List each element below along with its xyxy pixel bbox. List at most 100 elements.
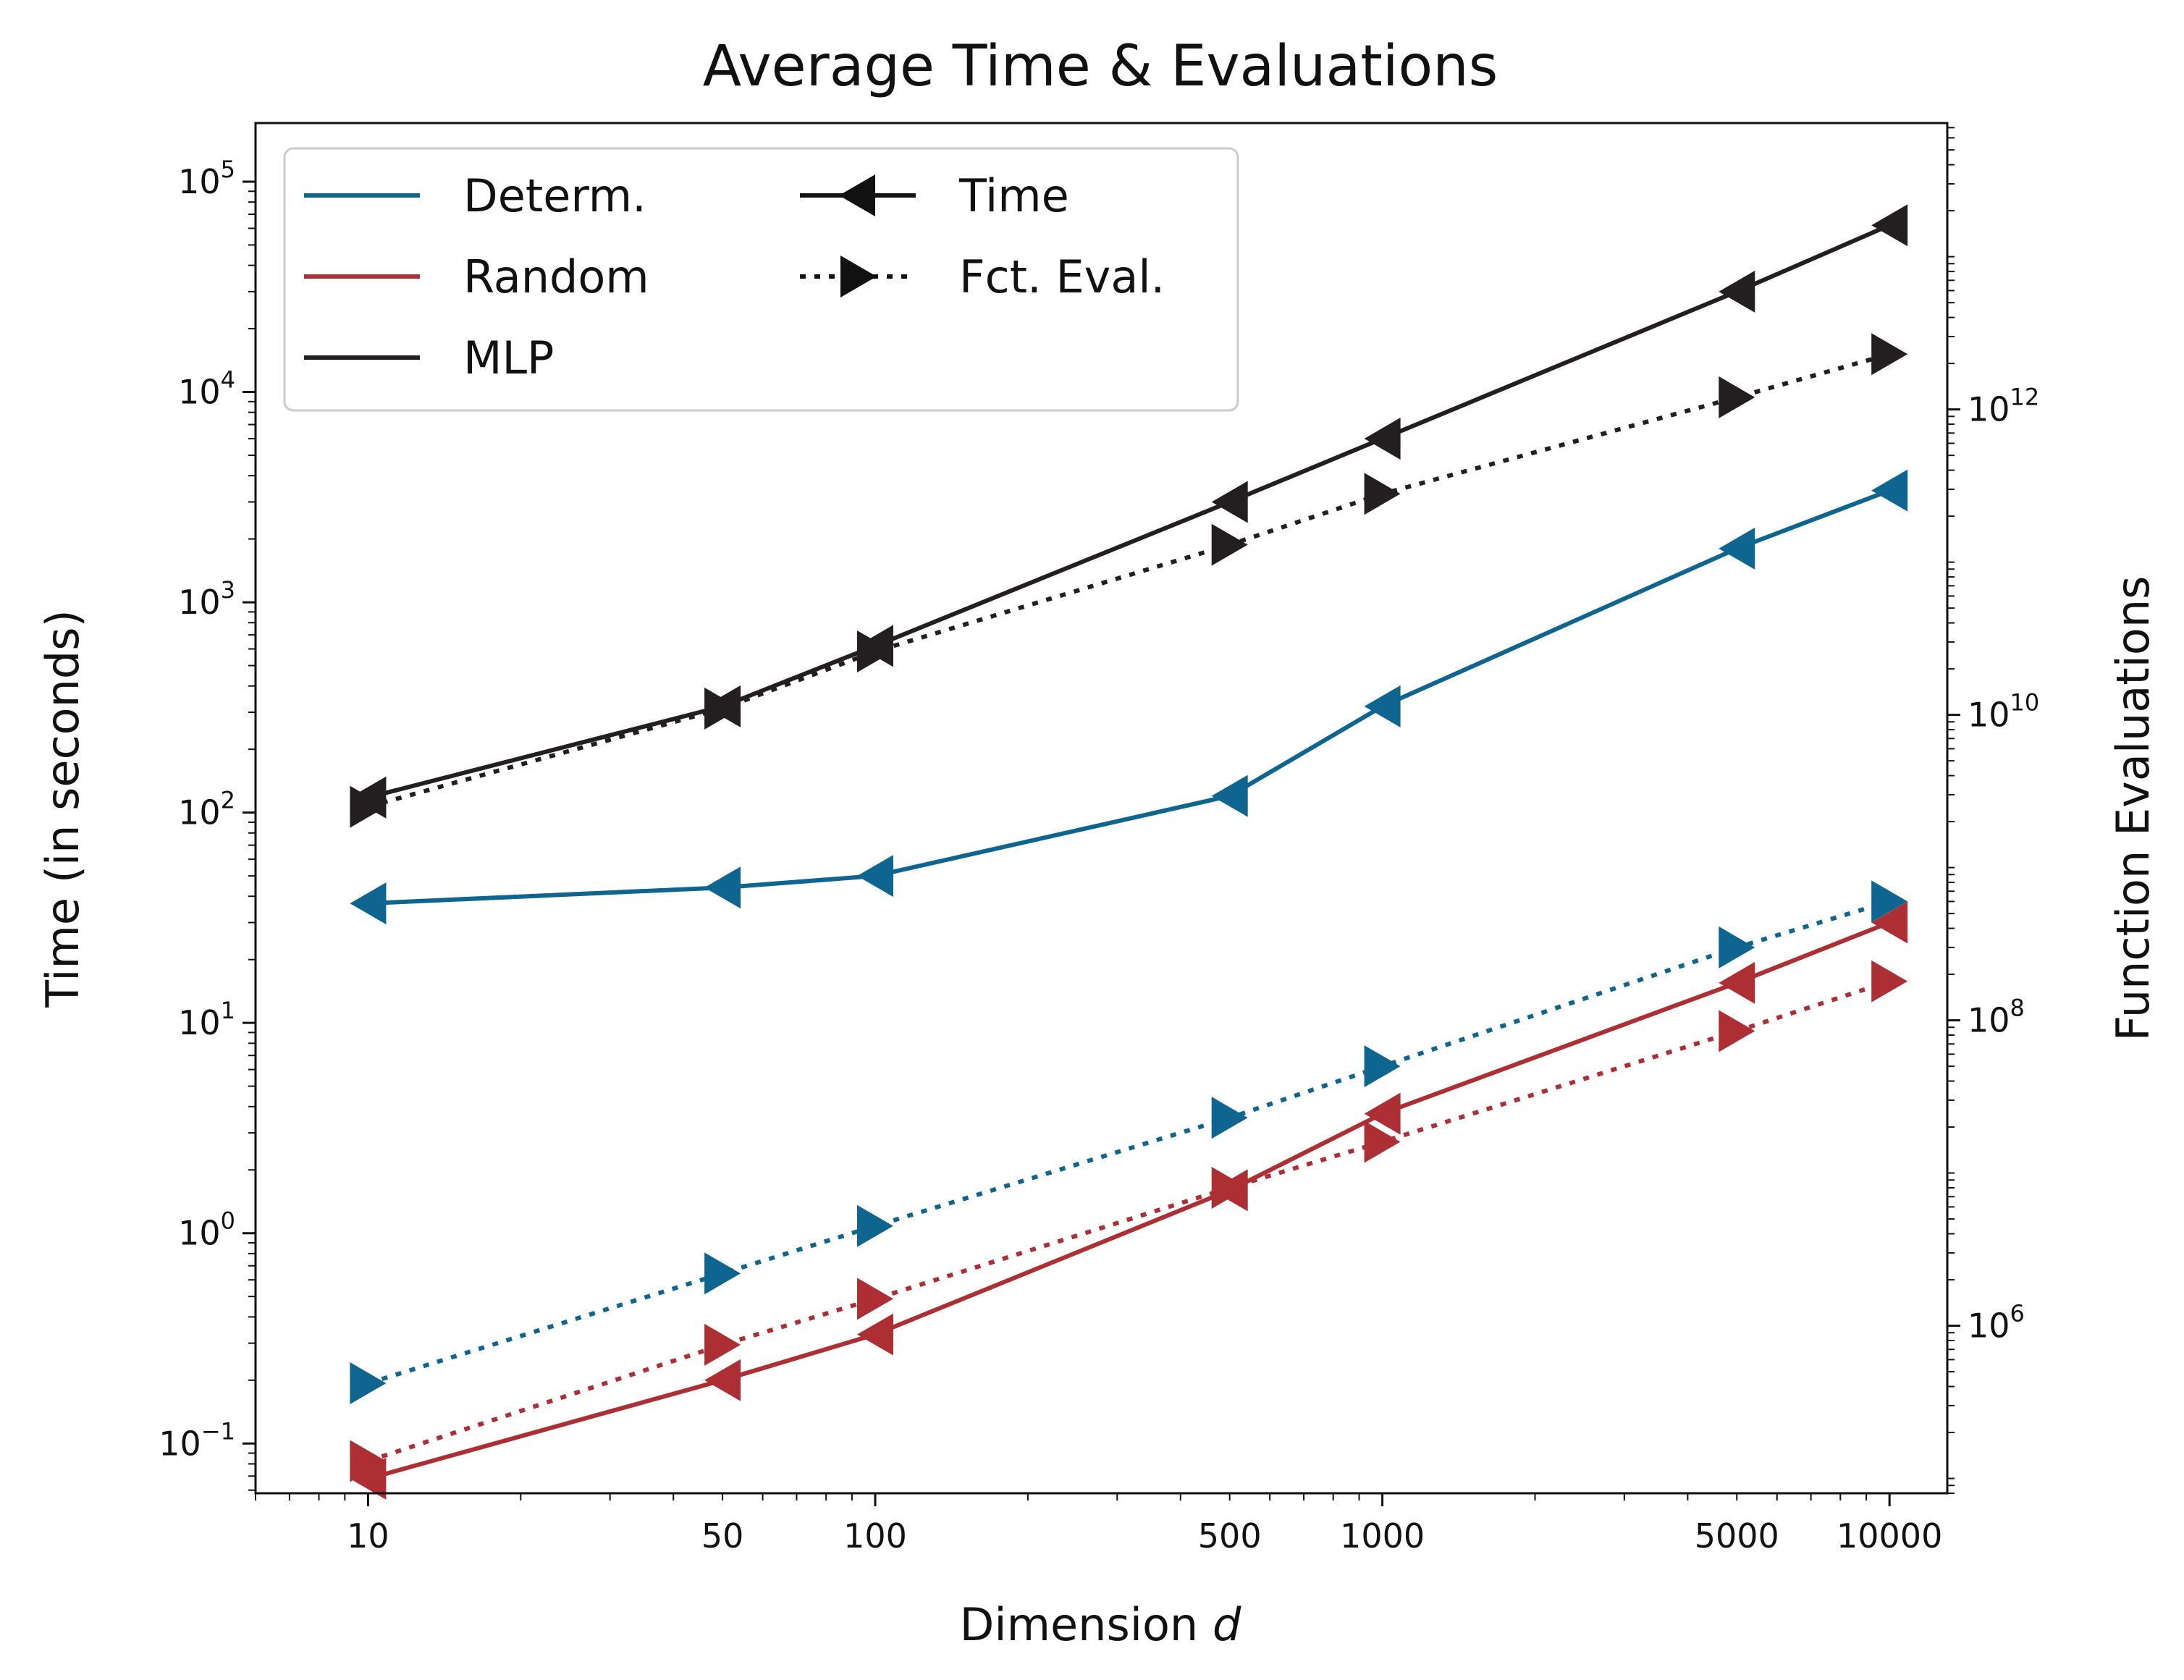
- x-tick-label: 500: [1198, 1516, 1262, 1556]
- y-tick-exponent: 5: [221, 156, 235, 183]
- x-tick-label: 10000: [1837, 1516, 1942, 1556]
- data-point-mlp-fct-eval: [1719, 376, 1755, 418]
- y-tick-base: 10: [178, 1003, 221, 1042]
- data-point-mlp-fct-eval: [1211, 523, 1248, 566]
- y-tick-label: 10−1: [159, 1417, 235, 1463]
- chart-title: Average Time & Evaluations: [703, 34, 1498, 99]
- data-point-mlp-fct-eval: [857, 630, 894, 673]
- data-point-mlp-fct-eval: [1364, 473, 1401, 515]
- data-point-mlp-fct-eval: [1871, 333, 1908, 376]
- y-tick-label: 104: [178, 366, 235, 412]
- data-point-mlp-time: [1719, 270, 1755, 313]
- y-tick-exponent: −1: [201, 1417, 235, 1445]
- y2-tick-exponent: 6: [2010, 1300, 2025, 1327]
- x-axis-label-text: Dimension: [960, 1598, 1199, 1651]
- data-point-determ-fct-eval: [1719, 926, 1755, 968]
- data-point-random-fct-eval: [704, 1323, 741, 1366]
- data-point-determ-fct-eval: [1364, 1045, 1401, 1088]
- plot-frame: [254, 122, 1949, 1495]
- x-axis-label-space: [1198, 1598, 1213, 1651]
- y-axis-label: Time (in seconds): [36, 609, 89, 1008]
- data-point-mlp-time: [1871, 204, 1908, 247]
- data-point-mlp-time: [1364, 417, 1401, 460]
- data-point-random-time: [1719, 961, 1755, 1004]
- y2-tick-exponent: 8: [2010, 995, 2025, 1022]
- y-tick-label: 102: [178, 787, 235, 832]
- y-tick-exponent: 2: [221, 787, 235, 814]
- legend-label-time: Time: [958, 169, 1069, 222]
- data-point-random-fct-eval: [1719, 1010, 1755, 1052]
- y2-tick-base: 10: [1968, 1307, 2010, 1346]
- y-tick-exponent: 4: [221, 366, 235, 394]
- x-axis-label: Dimension d: [960, 1598, 1241, 1651]
- y2-tick-exponent: 10: [2010, 689, 2040, 717]
- data-point-random-time: [1871, 901, 1908, 944]
- y-tick-label: 101: [178, 997, 235, 1042]
- y2-tick-label: 106: [1968, 1300, 2025, 1346]
- legend-label-mlp: MLP: [463, 332, 554, 384]
- data-point-random-time: [350, 1457, 387, 1500]
- y-tick-base: 10: [178, 1214, 221, 1253]
- data-point-random-time: [857, 1313, 894, 1356]
- data-point-determ-fct-eval: [1871, 880, 1908, 923]
- data-point-mlp-time: [1211, 481, 1248, 523]
- x-tick-label: 10: [347, 1516, 389, 1556]
- legend-marker-fct-eval: [840, 256, 877, 297]
- legend-marker-time: [839, 174, 875, 216]
- y-tick-exponent: 0: [221, 1207, 235, 1235]
- y2-tick-label: 1012: [1968, 384, 2039, 429]
- y2-tick-exponent: 12: [2010, 384, 2040, 411]
- data-point-random-fct-eval: [1871, 960, 1908, 1002]
- data-point-determ-time: [1871, 469, 1908, 512]
- x-tick-label: 100: [843, 1516, 907, 1556]
- data-point-determ-fct-eval: [350, 1362, 387, 1405]
- legend-box: [283, 147, 1239, 412]
- data-layer: [350, 204, 1908, 1500]
- y2-tick-label: 1010: [1968, 689, 2039, 735]
- data-point-determ-fct-eval: [857, 1204, 894, 1247]
- y-tick-base: 10: [178, 793, 221, 832]
- y-tick-base: 10: [178, 583, 221, 622]
- y-tick-label: 103: [178, 576, 235, 622]
- data-point-determ-fct-eval: [1211, 1097, 1248, 1139]
- legend-label-random: Random: [463, 250, 649, 303]
- y-tick-base: 10: [178, 162, 221, 201]
- y-tick-exponent: 3: [221, 576, 235, 604]
- x-tick-label: 50: [701, 1516, 744, 1556]
- data-point-random-fct-eval: [350, 1440, 387, 1482]
- x-axis: 10 50 100 500 1000 5000 10000: [255, 1493, 1942, 1556]
- legend-label-determ: Determ.: [463, 169, 646, 222]
- data-point-random-fct-eval: [857, 1278, 894, 1320]
- data-point-random-fct-eval: [1364, 1120, 1401, 1163]
- data-point-random-time: [704, 1359, 741, 1401]
- data-point-determ-time: [350, 882, 387, 925]
- data-point-determ-time: [1719, 527, 1755, 570]
- y-tick-base: 10: [178, 373, 221, 412]
- y2-tick-base: 10: [1968, 696, 2010, 735]
- legend: Determ. Random MLP Time Fct. Eval.: [283, 147, 1239, 412]
- y2-axis-label: Function Evaluations: [2107, 576, 2159, 1042]
- data-point-determ-time: [1211, 774, 1248, 817]
- x-tick-label: 5000: [1695, 1516, 1779, 1556]
- y2-tick-base: 10: [1968, 1001, 2010, 1040]
- data-point-determ-fct-eval: [704, 1252, 741, 1295]
- data-point-random-time: [1364, 1092, 1401, 1135]
- y-tick-exponent: 1: [221, 997, 235, 1024]
- data-point-determ-time: [704, 866, 741, 909]
- data-point-determ-time: [857, 855, 894, 898]
- y2-tick-label: 108: [1968, 995, 2025, 1040]
- data-point-random-fct-eval: [1211, 1167, 1248, 1210]
- data-point-mlp-fct-eval: [350, 785, 387, 828]
- x-axis-label-variable: d: [1213, 1598, 1241, 1651]
- data-point-determ-time: [1364, 685, 1401, 727]
- y-tick-label: 105: [178, 156, 235, 201]
- x-tick-label: 1000: [1340, 1516, 1425, 1556]
- y2-tick-base: 10: [1968, 390, 2010, 429]
- legend-label-fct-eval: Fct. Eval.: [959, 250, 1165, 303]
- y-tick-label: 100: [178, 1207, 235, 1253]
- data-point-mlp-fct-eval: [704, 687, 741, 730]
- y-tick-base: 10: [159, 1424, 201, 1463]
